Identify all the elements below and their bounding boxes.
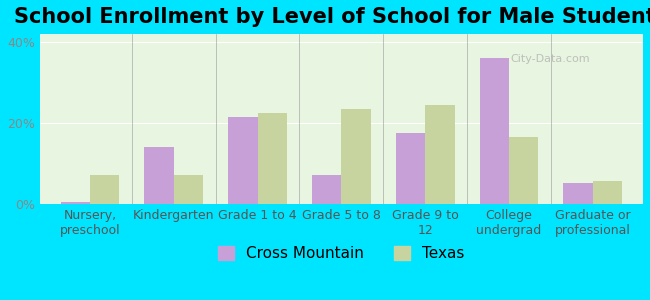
Title: School Enrollment by Level of School for Male Students: School Enrollment by Level of School for… [14,7,650,27]
Bar [480,58,509,204]
Bar [396,133,425,204]
Bar [60,202,90,204]
Bar [312,176,341,204]
Bar [90,176,120,204]
Bar [425,105,454,204]
Bar [593,182,622,204]
Bar [174,176,203,204]
Bar [228,117,257,204]
Text: City-Data.com: City-Data.com [510,54,590,64]
Bar [509,137,538,204]
Bar [257,113,287,204]
Bar [564,184,593,204]
Legend: Cross Mountain, Texas: Cross Mountain, Texas [213,240,471,267]
Bar [144,147,174,204]
Bar [341,109,370,204]
